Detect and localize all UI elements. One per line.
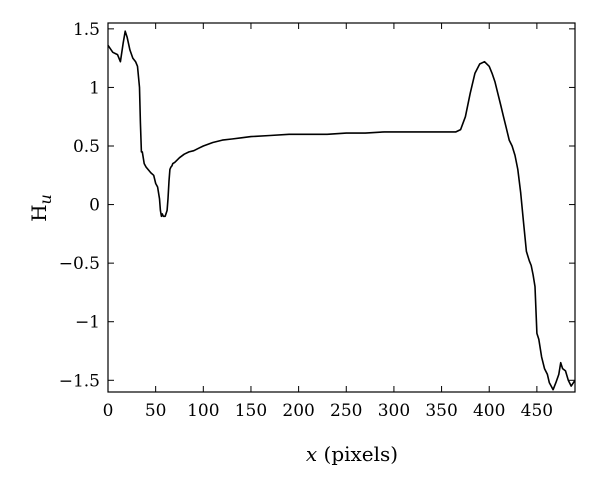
y-tick-label: 1 <box>89 78 100 98</box>
x-axis-title: x (pixels) <box>306 442 398 466</box>
x-axis-rest: (pixels) <box>317 442 398 466</box>
x-tick-label: 200 <box>282 401 314 421</box>
ticks <box>107 23 575 392</box>
x-tick-label: 400 <box>473 401 505 421</box>
y-tick-label: 1.5 <box>73 20 100 40</box>
x-axis-var: x <box>306 442 317 466</box>
y-axis-title: Hu <box>27 194 55 222</box>
y-tick-label: −1 <box>75 313 100 333</box>
x-tick-label: 250 <box>330 401 362 421</box>
y-tick-label: −1.5 <box>59 371 100 391</box>
y-tick-label: 0 <box>89 196 100 216</box>
y-axis-sub: u <box>36 194 55 204</box>
y-tick-label: −0.5 <box>59 254 100 274</box>
x-tick-label: 150 <box>235 401 267 421</box>
series-line <box>107 30 576 391</box>
x-tick-label: 450 <box>521 401 553 421</box>
x-tick-label: 100 <box>187 401 219 421</box>
plot-frame <box>107 22 576 393</box>
y-tick-label: 0.5 <box>73 137 100 157</box>
x-tick-label: 0 <box>103 401 114 421</box>
x-tick-label: 50 <box>145 401 167 421</box>
tick-labels: 0 50 100 150 200 250 300 350 400 450 1.5 1 0.5 0 −0.5 −… <box>59 20 553 421</box>
x-tick-label: 300 <box>378 401 410 421</box>
y-axis-main: H <box>27 204 51 221</box>
x-tick-label: 350 <box>425 401 457 421</box>
